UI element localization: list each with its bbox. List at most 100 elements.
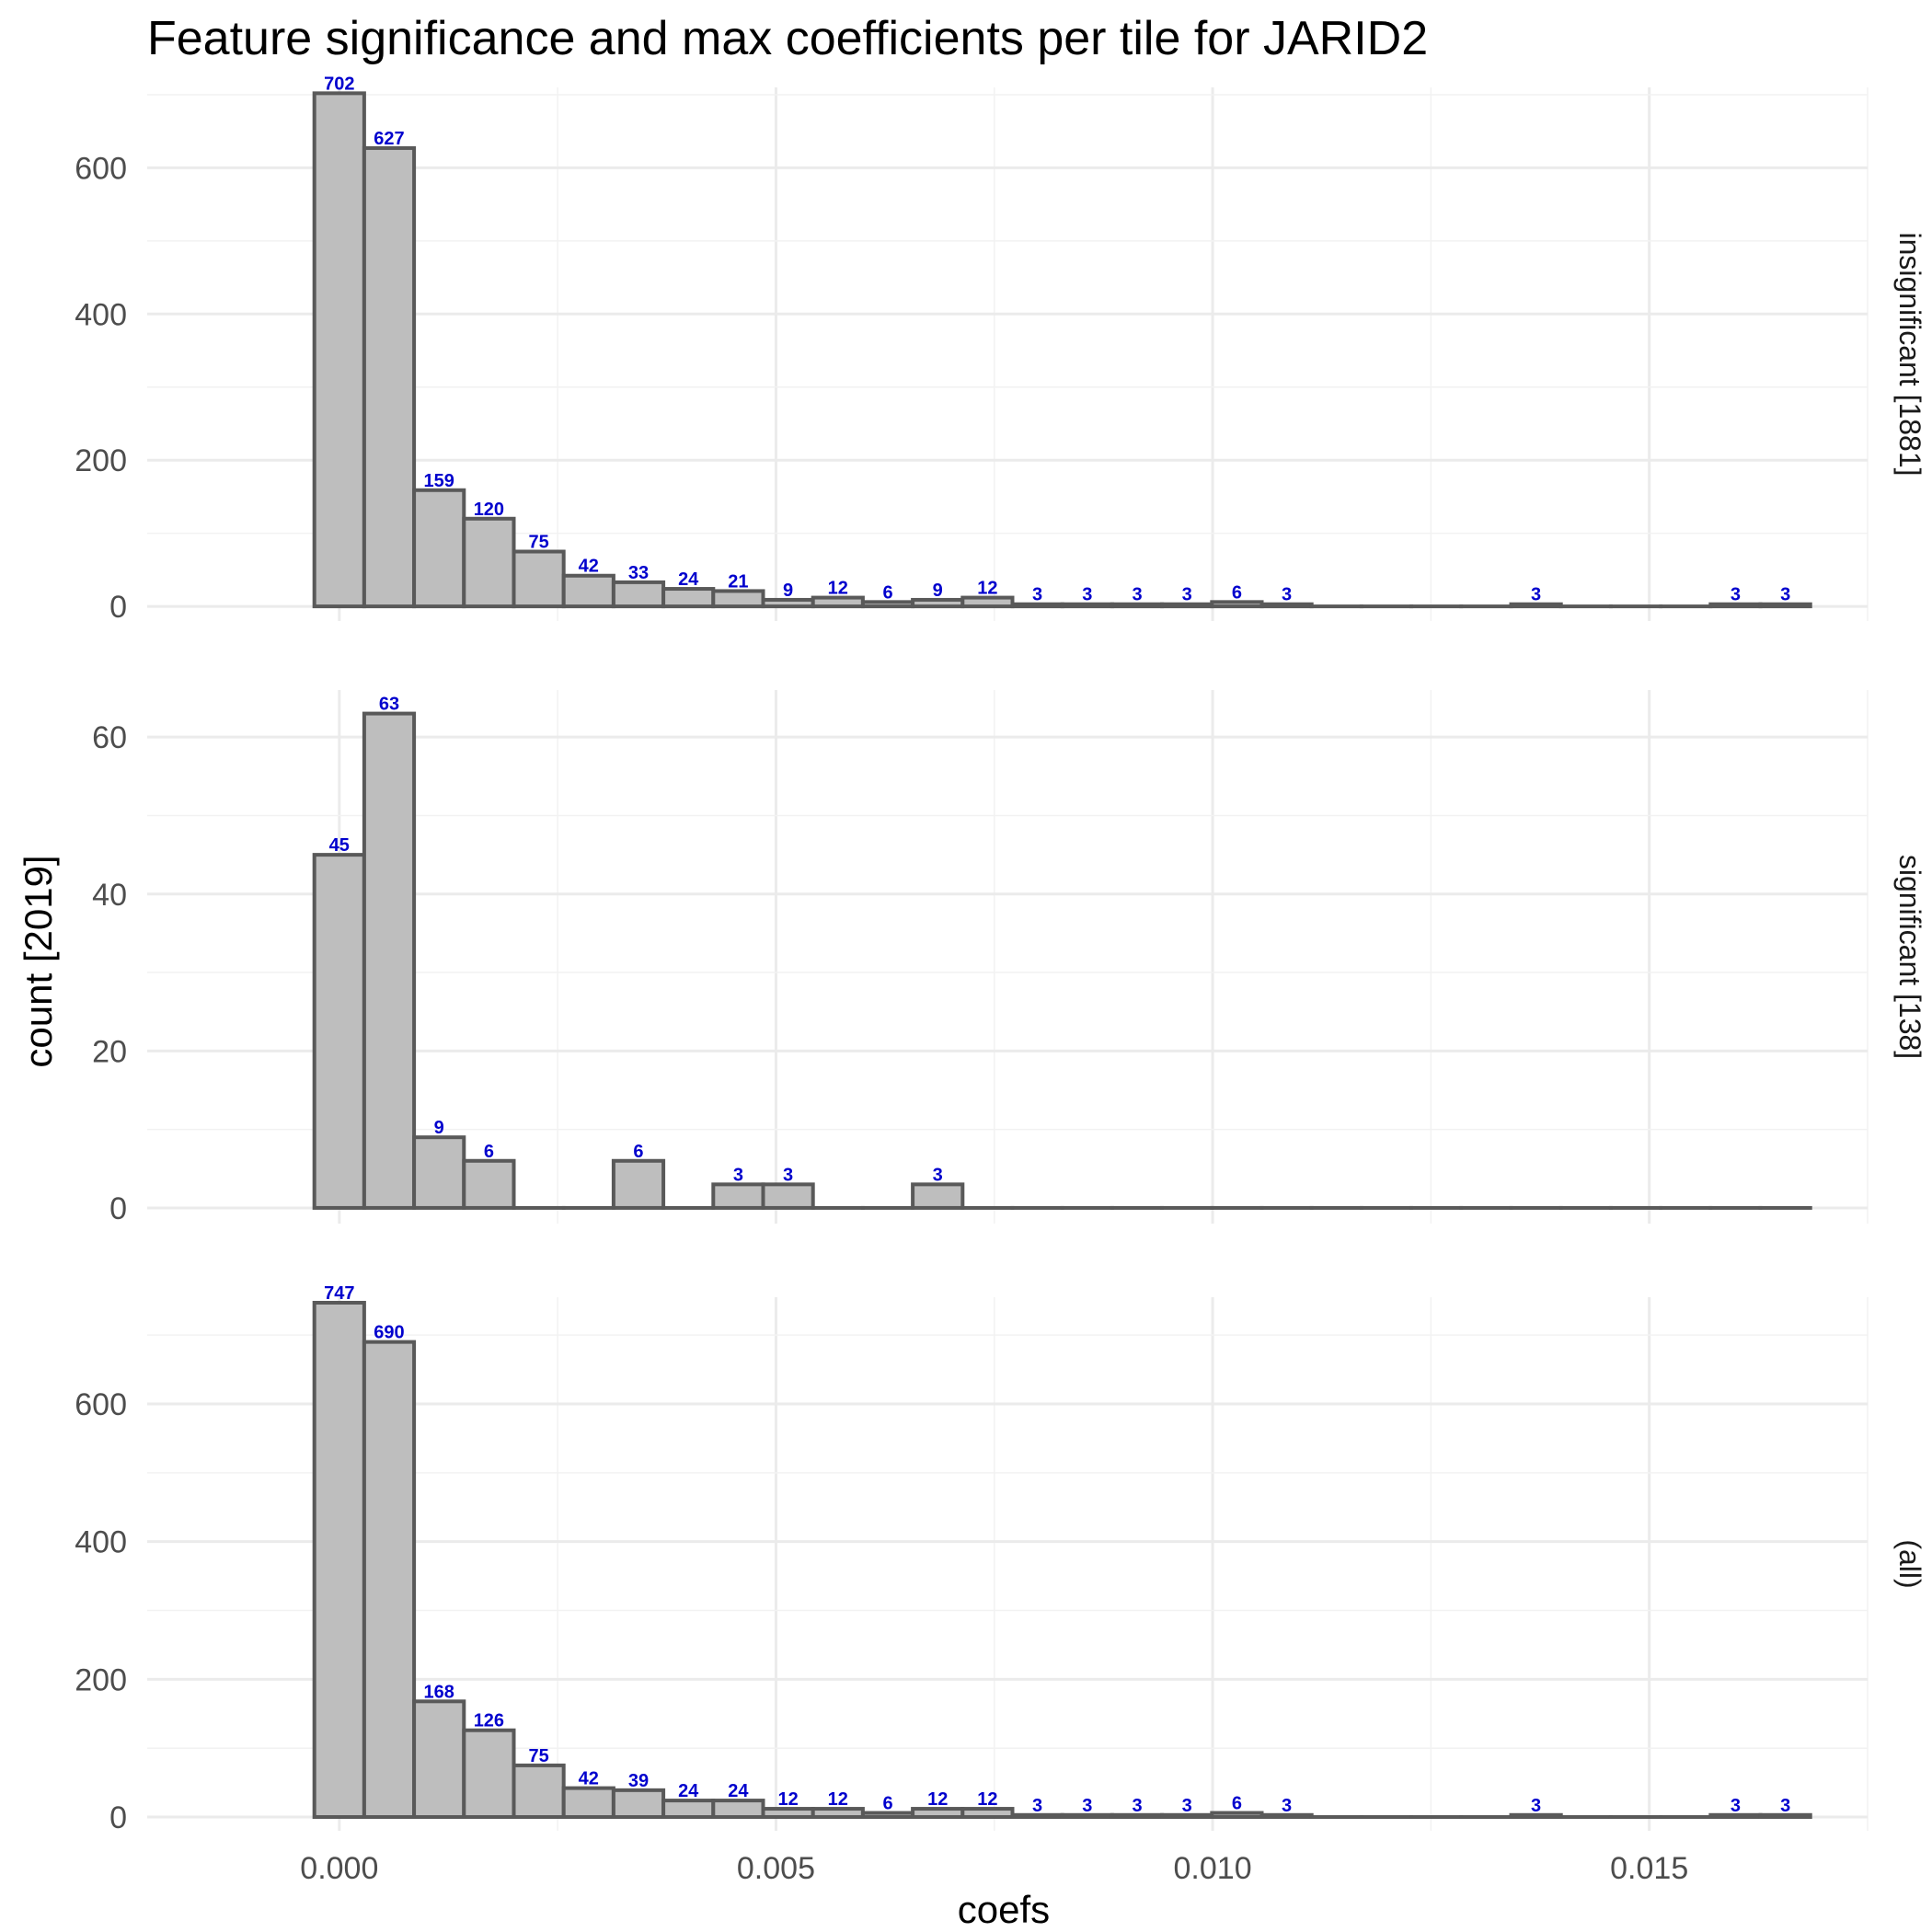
bar-count-label: 6 [484, 1142, 494, 1162]
histogram-bar [711, 589, 765, 609]
y-tick-label: 600 [75, 151, 127, 186]
bar-count-label: 12 [777, 1789, 798, 1810]
x-tick-label: 0.005 [737, 1851, 815, 1886]
histogram-bar [761, 1807, 815, 1820]
y-tick-label: 400 [75, 297, 127, 332]
histogram-bar [811, 1807, 865, 1820]
bar-count-label: 9 [933, 581, 943, 601]
histogram-bar [661, 1799, 716, 1820]
bar-count-label: 747 [324, 1283, 354, 1304]
y-tick-label: 0 [109, 1800, 127, 1835]
bar-count-label: 690 [374, 1323, 404, 1343]
bar-count-label: 12 [828, 1789, 848, 1810]
histogram-bar [811, 595, 865, 609]
bar-count-label: 3 [1032, 1796, 1042, 1816]
bar-count-label: 3 [1082, 1796, 1092, 1816]
bar-count-label: 6 [633, 1142, 643, 1162]
y-tick-label: 60 [92, 720, 127, 755]
histogram-bar [761, 1182, 815, 1210]
bar-count-label: 627 [374, 129, 404, 149]
bar-count-label: 126 [474, 1711, 504, 1731]
bar-count-label: 9 [783, 581, 793, 601]
histogram-bar [512, 1763, 566, 1820]
histogram-bar [462, 1728, 516, 1820]
bar-count-label: 42 [579, 1769, 599, 1789]
histogram-bar [611, 580, 666, 609]
histogram-bar [911, 1182, 965, 1210]
histogram-bar [561, 573, 615, 609]
histogram-bar [512, 549, 566, 609]
bar-count-label: 12 [977, 579, 997, 599]
histogram-bar [312, 1300, 366, 1820]
histogram-bar [911, 1807, 965, 1820]
x-tick-label: 0.000 [300, 1851, 378, 1886]
histogram-bar [561, 1786, 615, 1820]
bar-count-label: 12 [977, 1789, 997, 1810]
y-tick-label: 0 [109, 1191, 127, 1226]
x-tick-label: 0.010 [1174, 1851, 1252, 1886]
bar-count-label: 75 [528, 1746, 548, 1766]
histogram-bar [1758, 602, 1812, 609]
bar-count-label: 3 [1132, 1796, 1142, 1816]
histogram-bar [960, 595, 1015, 609]
bar-count-label: 3 [1182, 1796, 1192, 1816]
y-tick-label: 20 [92, 1034, 127, 1069]
histogram-bar [312, 853, 366, 1210]
histogram-bar [462, 1158, 516, 1210]
bar-count-label: 168 [424, 1682, 454, 1702]
bar-count-label: 3 [1531, 1796, 1541, 1816]
bar-count-label: 120 [474, 500, 504, 520]
bar-count-label: 24 [678, 569, 699, 590]
bar-count-label: 6 [1232, 1794, 1242, 1814]
histogram-bar [412, 488, 466, 609]
y-tick-label: 200 [75, 443, 127, 478]
histogram-bar [960, 1807, 1015, 1820]
bar-count-label: 3 [1132, 585, 1142, 605]
bar-count-label: 39 [628, 1771, 649, 1791]
bar-count-label: 33 [628, 563, 649, 583]
histogram-bar [711, 1799, 765, 1820]
facet-strip-label: significant [138] [1893, 855, 1926, 1059]
histogram-bar [1758, 1812, 1812, 1820]
bar-count-label: 3 [933, 1165, 943, 1185]
bar-count-label: 9 [434, 1118, 444, 1138]
bar-count-label: 159 [424, 471, 454, 491]
bar-count-label: 702 [324, 74, 354, 94]
y-axis-title: count [2019] [17, 855, 60, 1067]
bar-count-label: 6 [882, 582, 892, 603]
histogram-bar [362, 1340, 417, 1820]
histogram-bar [611, 1158, 666, 1210]
histogram-bar [611, 1788, 666, 1820]
y-tick-label: 0 [109, 590, 127, 625]
bar-count-label: 12 [828, 579, 848, 599]
y-tick-label: 200 [75, 1662, 127, 1697]
bar-count-label: 3 [1282, 1796, 1292, 1816]
bar-count-label: 3 [783, 1165, 793, 1185]
bar-count-label: 3 [1531, 585, 1541, 605]
bar-count-label: 3 [1082, 585, 1092, 605]
histogram-bar [312, 91, 366, 609]
histogram-bar [412, 1135, 466, 1210]
bar-count-label: 3 [733, 1165, 743, 1185]
bar-count-label: 45 [329, 835, 350, 856]
bar-count-label: 24 [728, 1781, 749, 1801]
histogram-bar [761, 597, 815, 609]
histogram-bar [362, 711, 417, 1210]
bar-count-label: 12 [927, 1789, 948, 1810]
facet-strip-label: insignificant [1881] [1893, 232, 1926, 476]
bar-count-label: 42 [579, 557, 599, 577]
bar-count-label: 3 [1731, 1796, 1741, 1816]
bar-count-label: 6 [882, 1794, 892, 1814]
x-tick-label: 0.015 [1610, 1851, 1688, 1886]
facet-strip-label: (all) [1893, 1539, 1926, 1588]
bar-count-label: 3 [1780, 585, 1790, 605]
bar-count-label: 6 [1232, 582, 1242, 603]
chart-title: Feature significance and max coefficient… [147, 12, 1429, 65]
bar-count-label: 3 [1182, 585, 1192, 605]
bar-count-label: 3 [1282, 585, 1292, 605]
histogram-bar [911, 597, 965, 609]
